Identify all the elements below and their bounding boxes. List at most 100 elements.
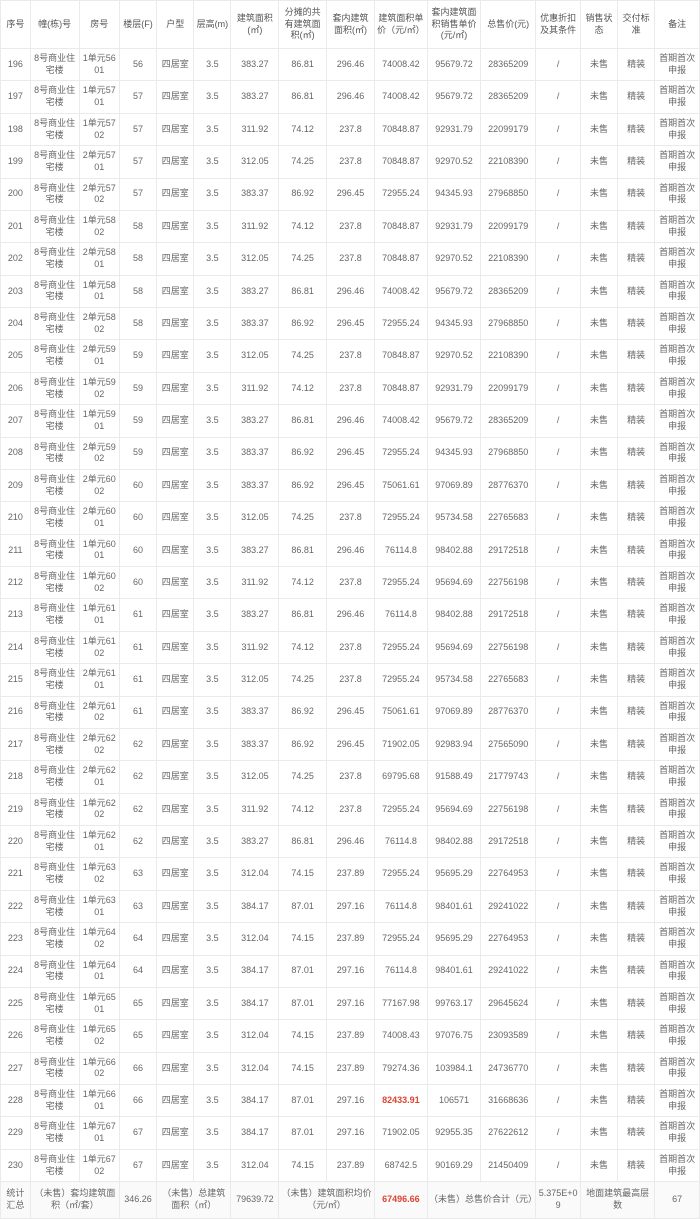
cell: 237.8 [327,210,375,242]
cell: 精装 [618,664,655,696]
cell: 8号商业住宅楼 [30,469,79,501]
cell: 精装 [618,1020,655,1052]
cell: 207 [1,405,31,437]
cell: / [536,113,581,145]
cell: 70848.87 [374,113,427,145]
cell: 2单元5802 [79,308,119,340]
summary-cell: （未售）总售价合计（元） [427,1182,535,1218]
cell: 首期首次申报 [655,858,700,890]
cell: 四居室 [157,308,194,340]
cell: 70848.87 [374,210,427,242]
cell: 86.92 [279,308,327,340]
table-row: 2248号商业住宅楼1单元640164四居室3.5384.1787.01297.… [1,955,700,987]
cell: 221 [1,858,31,890]
cell: 四居室 [157,728,194,760]
cell: 未售 [580,1052,617,1084]
cell: 74.25 [279,340,327,372]
cell: 74008.43 [374,1020,427,1052]
cell: 四居室 [157,826,194,858]
table-row: 2048号商业住宅楼2单元580258四居室3.5383.3786.92296.… [1,308,700,340]
cell: 首期首次申报 [655,210,700,242]
cell: 103984.1 [427,1052,480,1084]
cell: 未售 [580,826,617,858]
cell: 87.01 [279,955,327,987]
cell: 首期首次申报 [655,340,700,372]
cell: 四居室 [157,405,194,437]
cell: 237.8 [327,243,375,275]
cell: 312.05 [231,340,279,372]
cell: 未售 [580,761,617,793]
table-row: 2298号商业住宅楼1单元670167四居室3.5384.1787.01297.… [1,1117,700,1149]
cell: 384.17 [231,890,279,922]
cell: 95679.72 [427,49,480,81]
table-row: 2068号商业住宅楼1单元590259四居室3.5311.9274.12237.… [1,372,700,404]
cell: 92931.79 [427,372,480,404]
cell: 四居室 [157,243,194,275]
cell: 首期首次申报 [655,826,700,858]
cell: 3.5 [194,502,231,534]
cell: 76114.8 [374,826,427,858]
cell: 74.15 [279,1149,327,1181]
cell: 未售 [580,275,617,307]
cell: 67 [119,1117,156,1149]
cell: 297.16 [327,987,375,1019]
col-header-3: 楼层(F) [119,1,156,49]
cell: 首期首次申报 [655,1020,700,1052]
cell: 296.45 [327,696,375,728]
table-row: 2268号商业住宅楼1单元650265四居室3.5312.0474.15237.… [1,1020,700,1052]
cell: 86.81 [279,275,327,307]
cell: 29172518 [481,826,536,858]
cell: 8号商业住宅楼 [30,728,79,760]
table-row: 2028号商业住宅楼2单元580158四居室3.5312.0574.25237.… [1,243,700,275]
cell: 精装 [618,696,655,728]
cell: / [536,987,581,1019]
cell: 精装 [618,923,655,955]
cell: / [536,49,581,81]
col-header-2: 房号 [79,1,119,49]
cell: 66 [119,1085,156,1117]
cell: 22765683 [481,502,536,534]
cell: 92970.52 [427,146,480,178]
cell: 3.5 [194,567,231,599]
cell: 296.45 [327,178,375,210]
cell: 未售 [580,405,617,437]
cell: 74.12 [279,567,327,599]
cell: 首期首次申报 [655,1149,700,1181]
cell: 58 [119,210,156,242]
cell: 3.5 [194,1020,231,1052]
col-header-1: 幢(栋)号 [30,1,79,49]
cell: 209 [1,469,31,501]
cell: 59 [119,437,156,469]
cell: 237.89 [327,923,375,955]
cell: 精装 [618,631,655,663]
cell: 72955.24 [374,178,427,210]
cell: / [536,308,581,340]
cell: 97069.89 [427,469,480,501]
cell: 28365209 [481,405,536,437]
cell: 311.92 [231,113,279,145]
cell: 四居室 [157,1020,194,1052]
cell: 精装 [618,178,655,210]
cell: 297.16 [327,1085,375,1117]
table-row: 2228号商业住宅楼1单元630163四居室3.5384.1787.01297.… [1,890,700,922]
cell: / [536,826,581,858]
cell: 1单元6601 [79,1085,119,1117]
cell: 1单元6502 [79,1020,119,1052]
cell: 296.46 [327,534,375,566]
cell: 296.46 [327,826,375,858]
cell: 1单元6201 [79,826,119,858]
cell: 62 [119,728,156,760]
cell: 首期首次申报 [655,923,700,955]
cell: 74008.42 [374,81,427,113]
cell: 1单元6302 [79,858,119,890]
cell: 90169.29 [427,1149,480,1181]
cell: 61 [119,696,156,728]
table-row: 2308号商业住宅楼1单元670267四居室3.5312.0474.15237.… [1,1149,700,1181]
table-row: 2168号商业住宅楼2单元610261四居室3.5383.3786.92296.… [1,696,700,728]
cell: 1单元6102 [79,631,119,663]
cell: 312.04 [231,1052,279,1084]
cell: 首期首次申报 [655,113,700,145]
cell: 8号商业住宅楼 [30,761,79,793]
cell: 3.5 [194,826,231,858]
cell: 208 [1,437,31,469]
